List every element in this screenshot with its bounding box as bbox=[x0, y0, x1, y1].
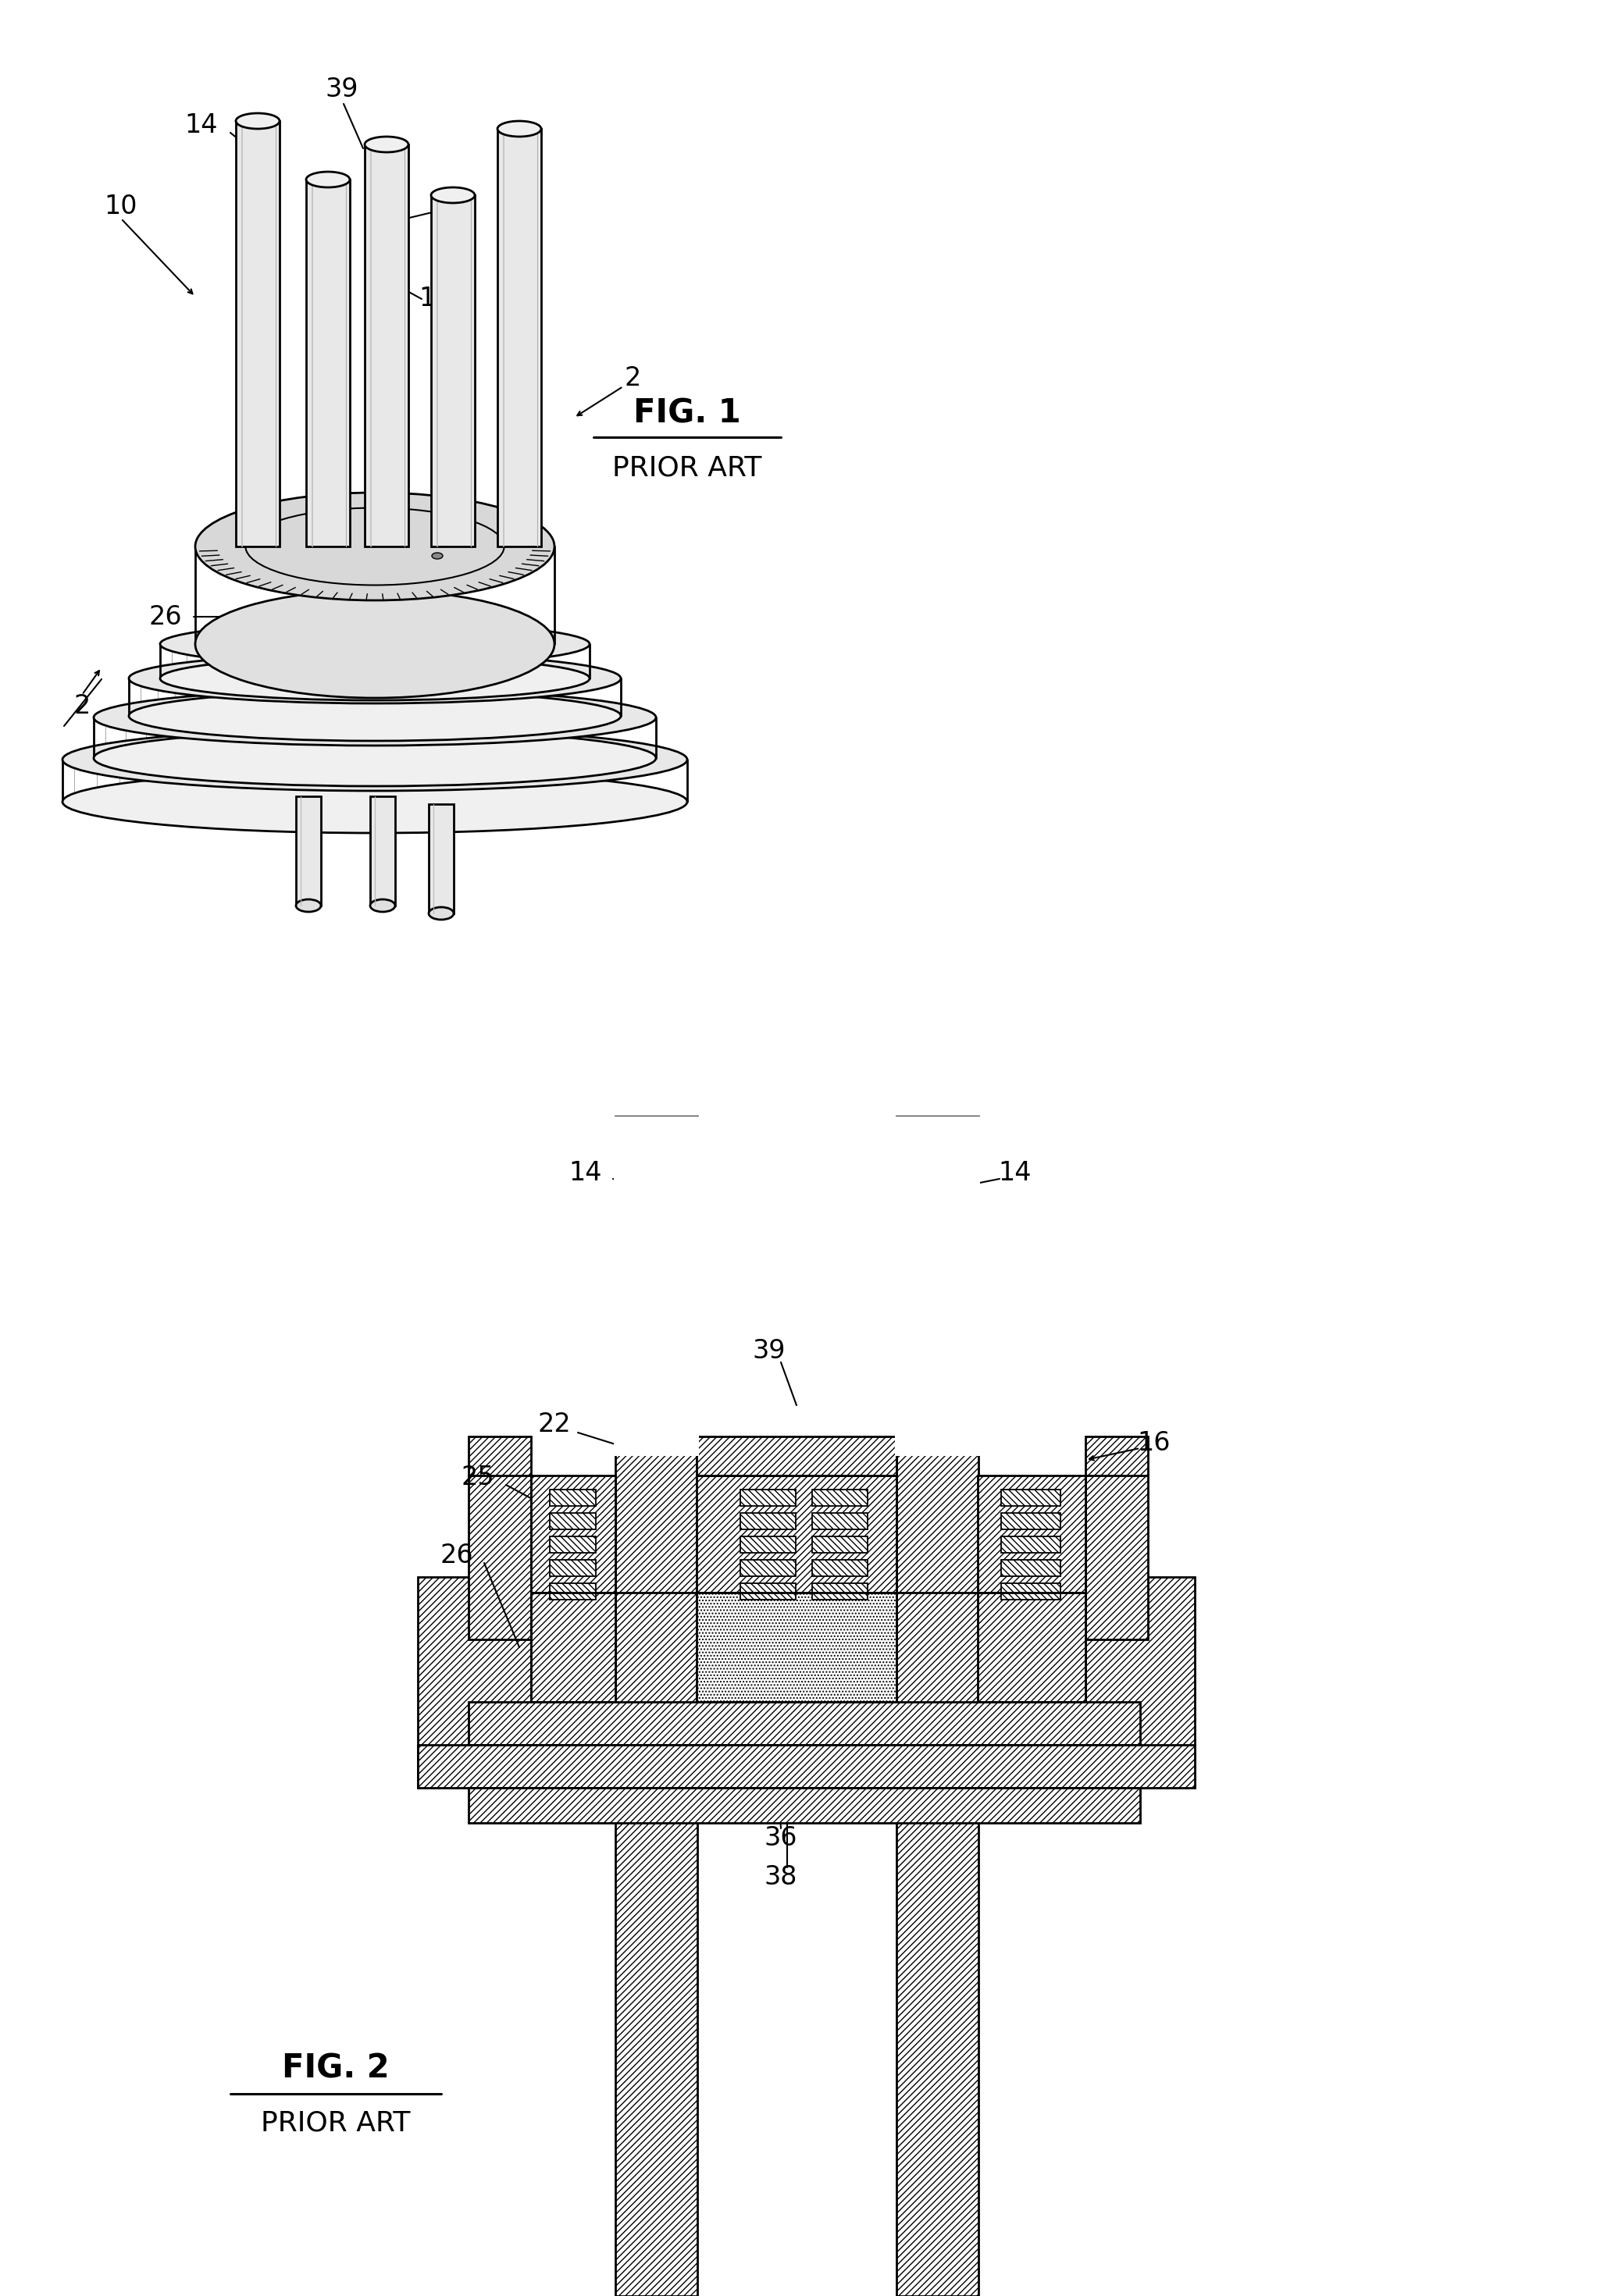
Bar bbox=[549, 1513, 596, 1529]
Text: FIG. 2: FIG. 2 bbox=[282, 2053, 390, 2085]
Bar bbox=[812, 1536, 867, 1552]
Text: PRIOR ART: PRIOR ART bbox=[261, 2110, 411, 2138]
Bar bbox=[615, 1116, 698, 2296]
Polygon shape bbox=[296, 797, 321, 905]
Bar bbox=[532, 1593, 615, 1701]
Text: PRIOR ART: PRIOR ART bbox=[612, 455, 762, 482]
Bar bbox=[549, 1490, 596, 1506]
Text: FIG. 1: FIG. 1 bbox=[633, 397, 741, 429]
Ellipse shape bbox=[93, 689, 656, 746]
Ellipse shape bbox=[129, 691, 620, 742]
Bar bbox=[1002, 1536, 1060, 1552]
Text: 2: 2 bbox=[623, 365, 641, 393]
Bar bbox=[469, 1701, 1141, 1745]
Ellipse shape bbox=[306, 172, 350, 188]
Bar bbox=[417, 1577, 532, 1789]
Text: 22: 22 bbox=[538, 1412, 572, 1437]
Bar bbox=[741, 1536, 796, 1552]
Text: 26: 26 bbox=[148, 604, 182, 629]
Bar bbox=[469, 1437, 532, 1639]
Text: 14: 14 bbox=[185, 113, 217, 138]
Polygon shape bbox=[429, 804, 454, 914]
Bar bbox=[812, 1490, 867, 1506]
Bar bbox=[978, 1476, 1086, 1593]
Ellipse shape bbox=[432, 188, 475, 202]
Ellipse shape bbox=[364, 138, 409, 152]
Text: 14: 14 bbox=[999, 1159, 1031, 1185]
Text: 38: 38 bbox=[764, 1864, 797, 1890]
Bar bbox=[549, 1559, 596, 1577]
Bar bbox=[549, 1536, 596, 1552]
Ellipse shape bbox=[235, 113, 280, 129]
Bar bbox=[896, 1116, 979, 1456]
Text: 14: 14 bbox=[569, 1159, 603, 1185]
Text: 10: 10 bbox=[105, 193, 137, 220]
Text: 2: 2 bbox=[74, 693, 90, 719]
Bar bbox=[696, 1437, 896, 1476]
Ellipse shape bbox=[159, 657, 590, 700]
Polygon shape bbox=[498, 129, 541, 546]
Text: 26: 26 bbox=[440, 1543, 474, 1568]
Text: 16: 16 bbox=[419, 287, 453, 312]
Bar bbox=[1002, 1584, 1060, 1600]
Bar bbox=[532, 1476, 615, 1593]
Bar bbox=[1002, 1513, 1060, 1529]
Ellipse shape bbox=[498, 122, 541, 138]
Text: 36: 36 bbox=[764, 1825, 797, 1851]
Polygon shape bbox=[432, 195, 475, 546]
Ellipse shape bbox=[195, 494, 554, 599]
Polygon shape bbox=[371, 797, 395, 905]
Ellipse shape bbox=[129, 654, 620, 703]
Bar bbox=[741, 1584, 796, 1600]
Ellipse shape bbox=[93, 730, 656, 785]
Bar bbox=[741, 1559, 796, 1577]
Ellipse shape bbox=[432, 553, 443, 558]
Ellipse shape bbox=[159, 622, 590, 666]
Bar bbox=[696, 1476, 896, 1593]
Polygon shape bbox=[306, 179, 350, 546]
Bar bbox=[978, 1593, 1086, 1701]
Bar bbox=[741, 1513, 796, 1529]
Polygon shape bbox=[235, 122, 280, 546]
Ellipse shape bbox=[63, 728, 688, 790]
Ellipse shape bbox=[429, 907, 454, 921]
Text: 16: 16 bbox=[1137, 1430, 1171, 1456]
Bar bbox=[896, 1116, 978, 2296]
Text: 39: 39 bbox=[752, 1339, 786, 1364]
Bar bbox=[417, 1745, 1195, 1789]
Bar bbox=[469, 1789, 1141, 1823]
Bar bbox=[1086, 1437, 1149, 1639]
Ellipse shape bbox=[371, 900, 395, 912]
Text: 14: 14 bbox=[445, 197, 477, 223]
Bar bbox=[812, 1513, 867, 1529]
Bar bbox=[549, 1584, 596, 1600]
Ellipse shape bbox=[63, 771, 688, 833]
Ellipse shape bbox=[296, 900, 321, 912]
Text: 39: 39 bbox=[325, 76, 359, 103]
Bar bbox=[696, 1593, 896, 1701]
Bar bbox=[614, 1116, 699, 1456]
Bar bbox=[812, 1584, 867, 1600]
Bar bbox=[812, 1559, 867, 1577]
Bar bbox=[741, 1490, 796, 1506]
Ellipse shape bbox=[195, 590, 554, 698]
Bar bbox=[1002, 1490, 1060, 1506]
Bar bbox=[1086, 1577, 1195, 1789]
Bar bbox=[1002, 1559, 1060, 1577]
Polygon shape bbox=[364, 145, 409, 546]
Text: 25: 25 bbox=[461, 1465, 495, 1490]
